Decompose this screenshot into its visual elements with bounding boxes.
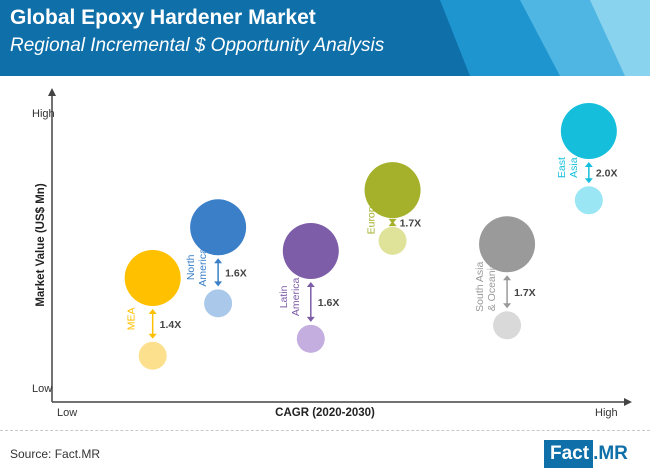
region-label-latin-america: Latin <box>278 285 290 308</box>
bubble-current-north-america <box>204 289 233 318</box>
region-label-mea: MEA <box>126 307 138 330</box>
bubble-current-south-asia-oceania <box>493 311 522 340</box>
multiplier-label-mea: 1.4X <box>160 319 182 331</box>
multiplier-label-north-america: 1.6X <box>225 267 247 279</box>
region-label-north-america: America <box>197 248 209 287</box>
arrowhead-up-mea <box>148 309 157 314</box>
x-tick-high: High <box>595 407 618 419</box>
logo-mr: MR <box>598 443 628 464</box>
x-axis-label: CAGR (2020-2030) <box>275 407 375 419</box>
arrowhead-up-latin-america <box>306 281 315 287</box>
header-band-lightest <box>590 0 650 76</box>
bubble-future-east-asia <box>560 103 617 159</box>
bubble-current-latin-america <box>296 324 325 353</box>
logo-text: Fact <box>544 440 594 468</box>
multiplier-label-south-asia-oceania: 1.7X <box>514 287 536 299</box>
region-label-south-asia-oceania: & Oceania <box>486 262 498 311</box>
header-background <box>0 0 650 76</box>
y-tick-high: High <box>32 108 55 120</box>
region-label-east-asia: East <box>556 157 568 178</box>
region-label-south-asia-oceania: South Asia <box>474 261 486 311</box>
bubble-current-mea <box>138 341 167 370</box>
chart-subtitle: Regional Incremental $ Opportunity Analy… <box>10 35 385 56</box>
arrowhead-up-north-america <box>214 258 223 264</box>
arrowhead-down-east-asia <box>584 178 593 184</box>
multiplier-label-europe: 1.7X <box>400 217 422 229</box>
source-note: Source: Fact.MR <box>10 447 101 461</box>
bubble-future-latin-america <box>282 222 339 279</box>
bubble-future-north-america <box>190 199 247 256</box>
bubble-current-east-asia <box>574 186 603 215</box>
arrowhead-down-south-asia-oceania <box>503 303 512 309</box>
footer-divider <box>0 430 650 431</box>
y-tick-low: Low <box>32 383 52 395</box>
arrowhead-down-europe <box>388 218 397 224</box>
region-label-north-america: North <box>185 254 197 280</box>
arrowhead-down-north-america <box>214 281 223 287</box>
region-label-east-asia: Asia <box>568 157 580 178</box>
arrowhead-down-mea <box>148 333 157 339</box>
region-label-europe: Europe <box>366 200 378 234</box>
chart-title: Global Epoxy Hardener Market <box>10 6 316 29</box>
y-axis-label: Market Value (US$ Mn) <box>35 183 47 307</box>
bubble-future-south-asia-oceania <box>479 216 536 273</box>
bubble-future-mea <box>124 250 181 306</box>
multiplier-label-latin-america: 1.6X <box>318 297 340 309</box>
arrowhead-down-latin-america <box>306 316 315 322</box>
arrowhead-up-south-asia-oceania <box>503 275 512 281</box>
bubble-current-europe <box>378 226 407 255</box>
bubble-future-europe <box>364 162 421 219</box>
header-banner: Global Epoxy Hardener Market Regional In… <box>0 0 650 76</box>
factmr-logo: Fact. MR <box>544 440 628 468</box>
arrowhead-up-east-asia <box>584 162 593 167</box>
multiplier-label-east-asia: 2.0X <box>596 168 618 180</box>
region-label-latin-america: America <box>290 277 302 316</box>
logo-dot: . <box>593 443 599 464</box>
x-tick-low: Low <box>57 407 77 419</box>
